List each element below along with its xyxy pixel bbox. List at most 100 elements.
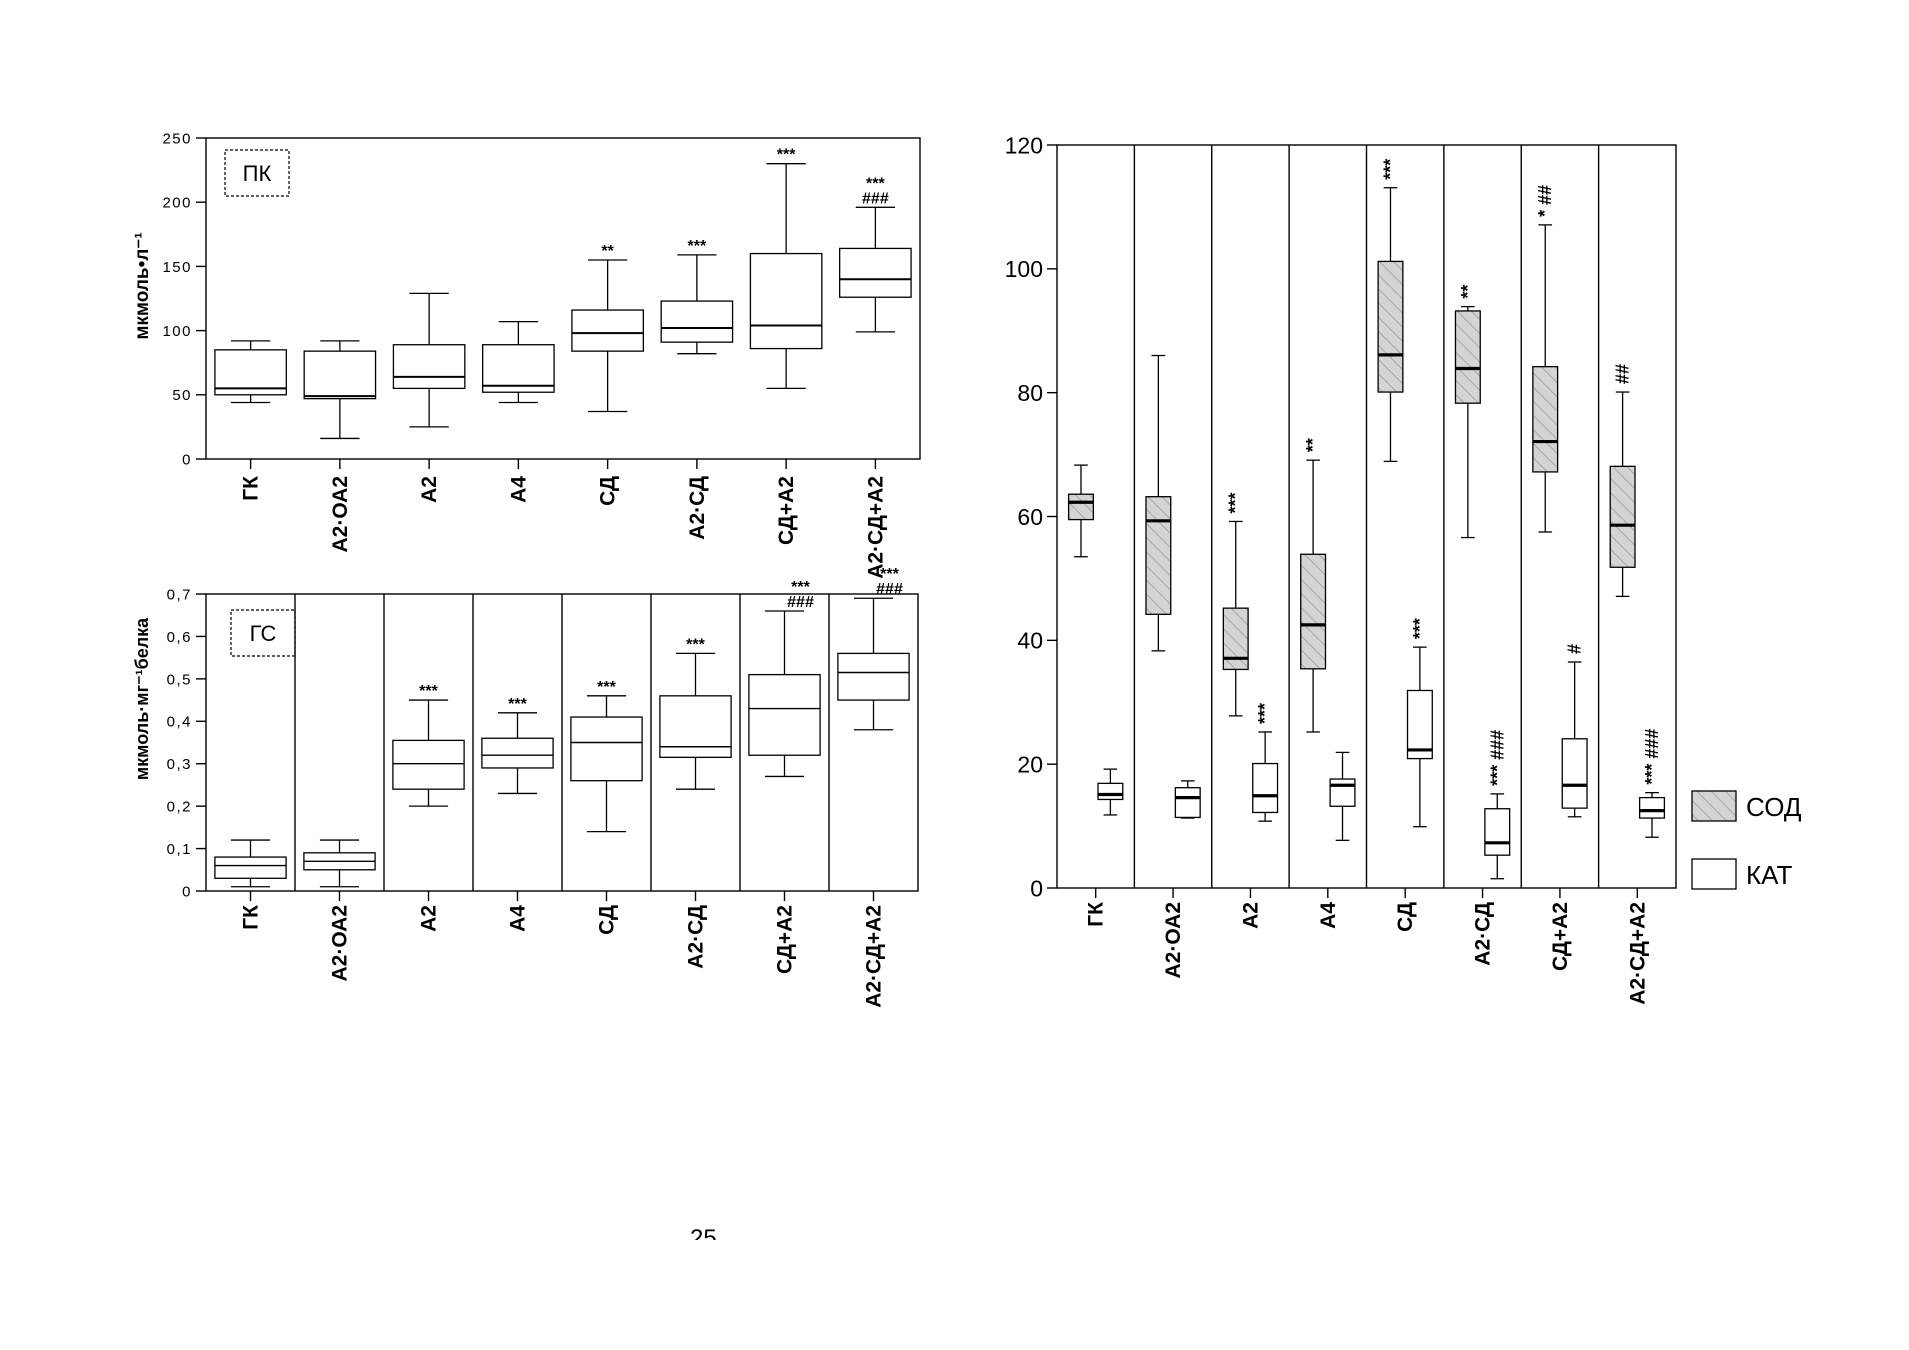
chart-pk: 0 50 100 150 200 250 ГК А2·ОА2 А2 А4 СД А2·СД СД+А2 А… — [132, 130, 921, 579]
significance-marker: *** — [419, 683, 438, 700]
y-tick-label: 0,6 — [167, 629, 192, 646]
significance-marker: *** — [777, 147, 796, 164]
panel-label: ГС — [250, 621, 277, 646]
significance-marker: *** ### — [1642, 729, 1662, 785]
x-tick-label: А4 — [507, 905, 530, 932]
box — [1300, 553, 1327, 670]
y-tick-label: 200 — [162, 195, 192, 212]
x-tick-label: ГК — [240, 905, 263, 930]
x-tick-label: А4 — [1317, 902, 1340, 929]
x-tick-label: А2 — [418, 905, 441, 932]
box — [1561, 738, 1588, 809]
box — [482, 344, 555, 393]
box — [837, 652, 910, 701]
y-tick-label: 20 — [1017, 751, 1043, 777]
significance-marker: *** — [791, 579, 810, 596]
box — [1067, 493, 1095, 521]
x-tick-label: А2·ОА2 — [329, 905, 352, 982]
significance-marker: *** — [597, 679, 616, 696]
y-tick-label: 80 — [1017, 380, 1043, 406]
box — [749, 252, 823, 350]
significance-marker: *** ### — [1487, 730, 1507, 786]
box — [1484, 808, 1511, 856]
significance-marker: *** — [1380, 159, 1400, 180]
box — [1222, 607, 1249, 671]
y-tick-label: 0,3 — [167, 756, 192, 773]
y-tick-label: 0,2 — [167, 799, 192, 816]
y-tick-label: 0,4 — [167, 714, 192, 731]
y-tick-label: 150 — [162, 259, 192, 276]
box — [214, 856, 287, 879]
box — [481, 737, 554, 769]
chart-gs: 0 0,1 0,2 0,3 0,4 0,5 0,6 0,7 ГК А2·ОА2 А2 А4 СД А2·С… — [132, 566, 919, 1008]
box — [214, 349, 287, 396]
x-tick-label: А2·ОА2 — [1162, 902, 1185, 979]
legend-swatch — [1691, 790, 1737, 822]
significance-marker: *** — [508, 696, 527, 713]
significance-marker: *** — [866, 175, 885, 192]
box — [1609, 465, 1636, 568]
x-tick-label: А4 — [507, 476, 530, 503]
x-tick-label: А2·СД — [686, 476, 709, 540]
y-tick-label: 250 — [162, 130, 192, 147]
box — [392, 344, 466, 390]
y-tick-label: 60 — [1017, 504, 1043, 530]
significance-marker: *** — [1410, 618, 1430, 639]
box — [1638, 796, 1666, 819]
y-tick-label: 100 — [162, 323, 192, 340]
x-tick-label: А2 — [418, 476, 441, 503]
significance-marker: # — [1565, 644, 1585, 654]
page-number: 25 — [690, 1228, 717, 1240]
legend-label: КАТ — [1746, 860, 1792, 890]
y-tick-label: 0 — [182, 451, 192, 468]
box — [748, 673, 821, 756]
x-tick-label: СД+А2 — [1549, 902, 1572, 971]
y-tick-label: 100 — [1005, 256, 1043, 282]
significance-marker: *** — [1226, 492, 1246, 513]
x-tick-label: СД — [596, 905, 619, 935]
plot-frame — [205, 137, 921, 460]
box — [571, 309, 644, 352]
significance-marker: ** — [601, 243, 614, 260]
box — [659, 695, 732, 758]
x-tick-label: А2 — [1239, 902, 1262, 929]
x-tick-label: ГК — [1085, 902, 1108, 927]
x-tick-label: А2·ОА2 — [329, 476, 352, 553]
box — [1329, 778, 1356, 807]
panel-label-box — [224, 149, 290, 197]
significance-marker: *** — [1255, 703, 1275, 724]
significance-marker: ### — [787, 594, 814, 611]
box — [1174, 787, 1201, 819]
panel-label: ПК — [243, 161, 272, 186]
significance-marker: *** — [686, 636, 705, 653]
box — [1406, 689, 1433, 760]
box — [1145, 496, 1172, 615]
significance-marker: *** — [688, 238, 707, 255]
x-tick-label: СД+А2 — [775, 476, 798, 545]
panel-label-box — [230, 609, 296, 657]
box — [1097, 782, 1124, 801]
y-tick-label: 40 — [1017, 628, 1043, 654]
significance-marker: ** — [1458, 285, 1478, 299]
box — [1454, 310, 1481, 404]
legend-swatch — [1691, 858, 1737, 890]
x-tick-label: А2·СД — [1472, 902, 1495, 966]
y-tick-label: 0,7 — [167, 586, 192, 603]
box — [660, 300, 734, 343]
box — [1377, 260, 1404, 393]
x-tick-label: А2·СД+А2 — [864, 476, 887, 579]
significance-marker: ### — [862, 190, 889, 207]
significance-marker: ### — [876, 581, 903, 598]
box — [392, 739, 465, 790]
y-tick-label: 0 — [1030, 875, 1043, 901]
x-tick-label: СД+А2 — [774, 905, 797, 974]
x-tick-label: СД — [597, 476, 620, 506]
chart-sod-kat: 0 20 40 60 80 100 120 ГК А2·ОА2 А2 А4 СД А2·СД СД+А2 А… — [1005, 132, 1802, 1005]
box — [303, 350, 377, 400]
box — [1252, 762, 1279, 814]
y-tick-label: 50 — [172, 387, 192, 404]
y-tick-label: 0,1 — [167, 841, 192, 858]
box — [839, 247, 912, 298]
box — [570, 716, 643, 782]
